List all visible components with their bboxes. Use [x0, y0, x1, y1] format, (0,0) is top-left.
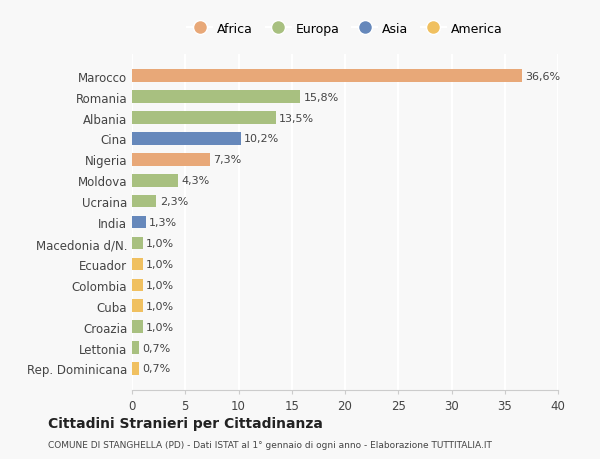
Bar: [132, 258, 143, 271]
Text: Cittadini Stranieri per Cittadinanza: Cittadini Stranieri per Cittadinanza: [48, 416, 323, 430]
Bar: [132, 91, 300, 104]
Text: 10,2%: 10,2%: [244, 134, 279, 144]
Bar: [132, 70, 522, 83]
Text: 36,6%: 36,6%: [525, 72, 560, 82]
Bar: [132, 196, 157, 208]
Text: 2,3%: 2,3%: [160, 197, 188, 207]
Bar: [132, 133, 241, 146]
Bar: [132, 154, 210, 166]
Text: 15,8%: 15,8%: [304, 92, 339, 102]
Text: COMUNE DI STANGHELLA (PD) - Dati ISTAT al 1° gennaio di ogni anno - Elaborazione: COMUNE DI STANGHELLA (PD) - Dati ISTAT a…: [48, 441, 492, 449]
Text: 13,5%: 13,5%: [279, 113, 314, 123]
Text: 4,3%: 4,3%: [181, 176, 209, 186]
Bar: [132, 112, 276, 124]
Bar: [132, 216, 146, 229]
Bar: [132, 279, 143, 291]
Text: 1,0%: 1,0%: [146, 280, 174, 290]
Bar: [132, 237, 143, 250]
Text: 7,3%: 7,3%: [213, 155, 241, 165]
Text: 1,0%: 1,0%: [146, 322, 174, 332]
Text: 1,3%: 1,3%: [149, 218, 177, 228]
Bar: [132, 363, 139, 375]
Bar: [132, 341, 139, 354]
Bar: [132, 174, 178, 187]
Text: 0,7%: 0,7%: [143, 343, 171, 353]
Bar: [132, 321, 143, 333]
Bar: [132, 300, 143, 312]
Text: 1,0%: 1,0%: [146, 301, 174, 311]
Text: 1,0%: 1,0%: [146, 259, 174, 269]
Text: 0,7%: 0,7%: [143, 364, 171, 374]
Legend: Africa, Europa, Asia, America: Africa, Europa, Asia, America: [182, 18, 508, 41]
Text: 1,0%: 1,0%: [146, 239, 174, 248]
